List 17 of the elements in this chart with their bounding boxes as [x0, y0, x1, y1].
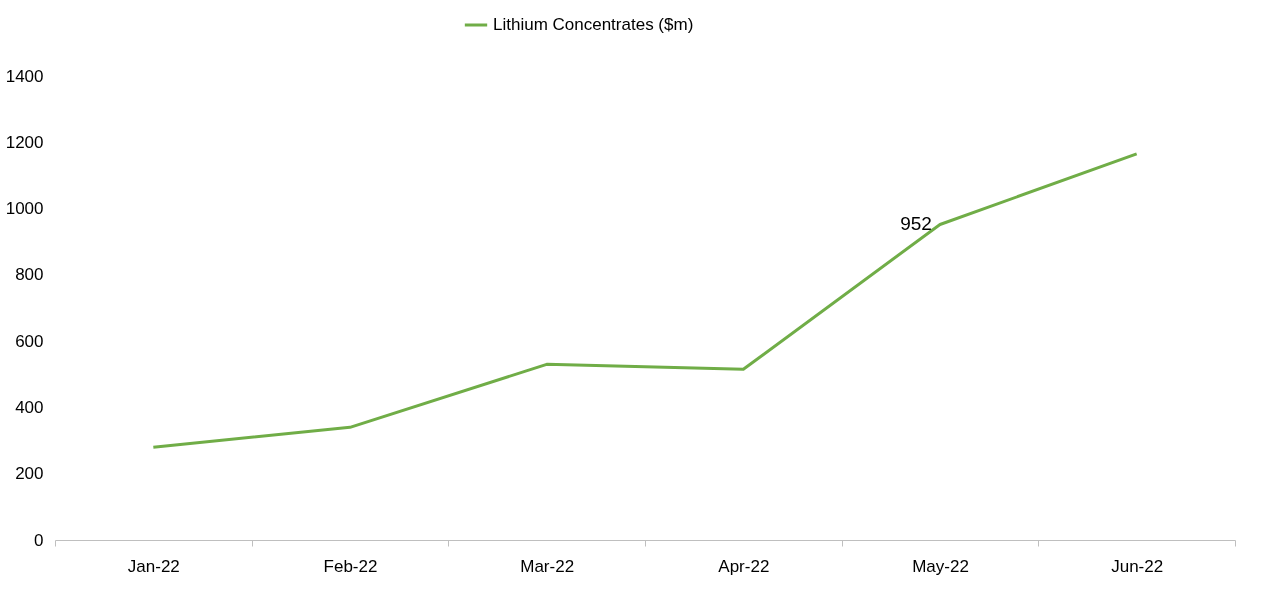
- x-tick-label: Apr-22: [718, 556, 770, 576]
- line-series: [151, 152, 1139, 449]
- y-tick-label: 0: [34, 530, 44, 550]
- x-tick-label: Jun-22: [1111, 556, 1164, 576]
- x-tick-label: May-22: [912, 556, 969, 576]
- y-tick-label: 600: [15, 331, 44, 351]
- x-tick-label: Jan-22: [127, 556, 180, 576]
- x-tick-label: Mar-22: [520, 556, 575, 576]
- y-tick-label: 200: [15, 464, 44, 484]
- y-tick-label: 1400: [5, 66, 44, 86]
- y-tick-label: 1000: [5, 199, 44, 219]
- y-tick-label: 1200: [5, 132, 44, 152]
- legend-label: Lithium Concentrates ($m): [493, 15, 694, 34]
- x-tick-label: Feb-22: [323, 556, 378, 576]
- y-tick-label: 400: [15, 397, 44, 417]
- data-label: 952: [900, 213, 932, 235]
- y-tick-label: 800: [15, 265, 44, 285]
